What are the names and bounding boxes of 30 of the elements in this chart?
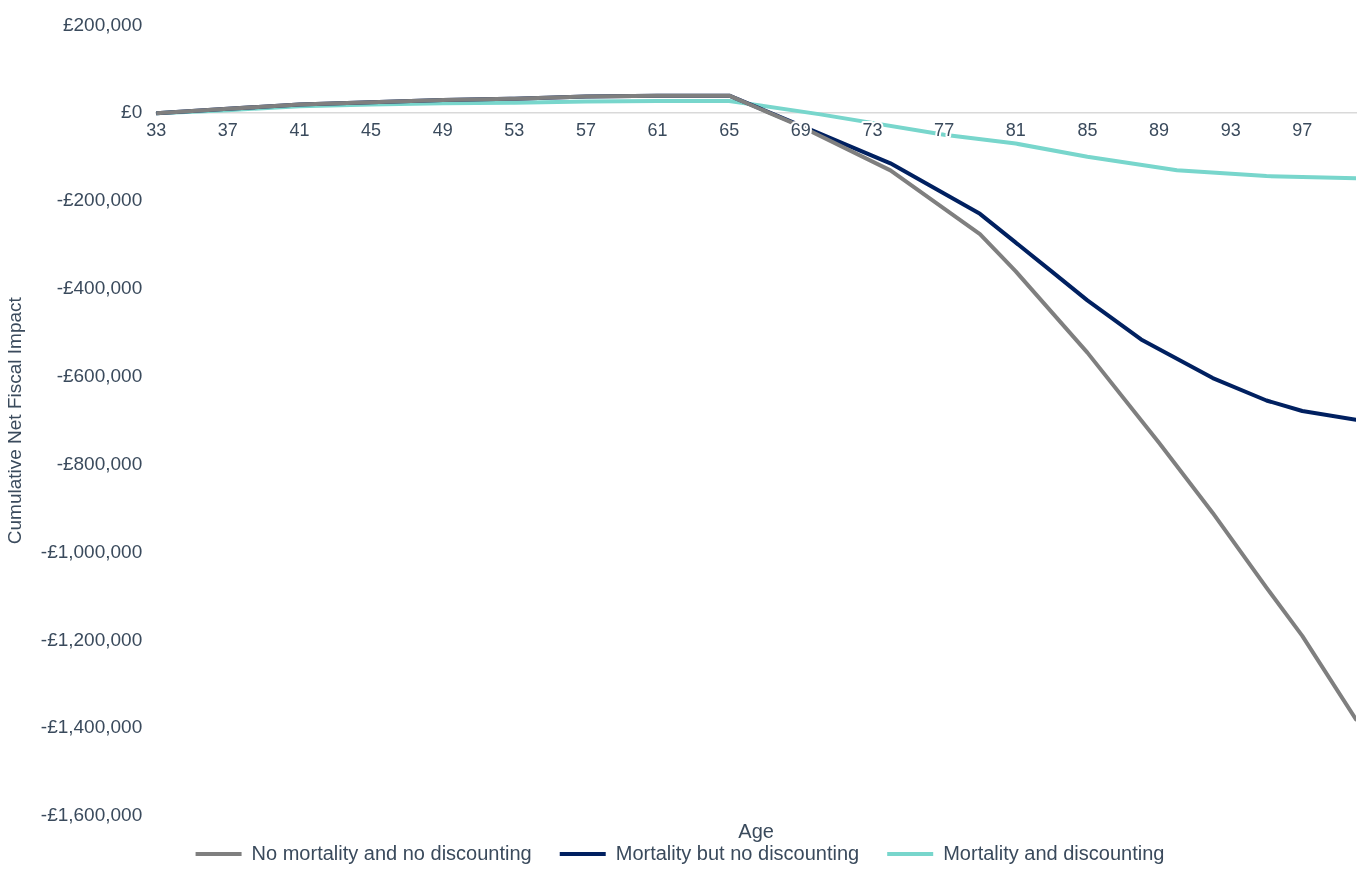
y-tick-label: -£600,000 [56, 365, 143, 387]
y-axis-title: Cumulative Net Fiscal Impact [3, 296, 25, 545]
y-tick-label: -£1,600,000 [40, 804, 143, 826]
x-tick-label: 93 [1220, 120, 1241, 141]
y-tick-label: £200,000 [62, 13, 143, 35]
y-tick-label: -£200,000 [56, 189, 143, 211]
x-axis-title: Age [738, 819, 774, 842]
x-tick-label: 81 [1005, 120, 1026, 141]
x-tick-label: 97 [1292, 120, 1313, 141]
y-tick-label: -£1,200,000 [40, 628, 143, 650]
x-tick-label: 33 [146, 120, 167, 141]
x-tick-label: 45 [361, 120, 382, 141]
y-tick-label: £0 [121, 101, 143, 123]
x-tick-label: 57 [575, 120, 597, 141]
x-tick-label: 49 [432, 120, 453, 141]
x-tick-label: 73 [862, 120, 883, 141]
y-tick-label: -£400,000 [56, 277, 143, 299]
y-tick-label: -£800,000 [56, 452, 143, 474]
legend-label: Mortality and discounting [943, 841, 1165, 864]
x-tick-label: 61 [647, 120, 668, 141]
x-tick-label: 89 [1149, 120, 1170, 141]
x-tick-label: 53 [504, 120, 525, 141]
y-tick-label: -£1,000,000 [40, 540, 143, 562]
y-tick-label: -£1,400,000 [40, 716, 143, 738]
x-tick-label: 37 [217, 120, 238, 141]
x-tick-label: 41 [289, 120, 310, 141]
legend-label: Mortality but no discounting [615, 841, 860, 864]
x-tick-label: 65 [719, 120, 740, 141]
x-tick-label: 85 [1077, 120, 1098, 141]
legend-label: No mortality and no discounting [251, 841, 532, 864]
